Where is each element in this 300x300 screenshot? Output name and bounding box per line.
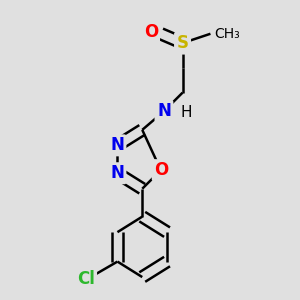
Text: N: N bbox=[110, 136, 124, 154]
Text: S: S bbox=[176, 34, 188, 52]
Text: O: O bbox=[144, 23, 158, 41]
Text: N: N bbox=[110, 164, 124, 182]
Text: Cl: Cl bbox=[77, 270, 95, 288]
Text: O: O bbox=[154, 161, 168, 179]
Text: N: N bbox=[157, 102, 171, 120]
Text: H: H bbox=[181, 105, 193, 120]
Text: CH₃: CH₃ bbox=[214, 27, 240, 41]
